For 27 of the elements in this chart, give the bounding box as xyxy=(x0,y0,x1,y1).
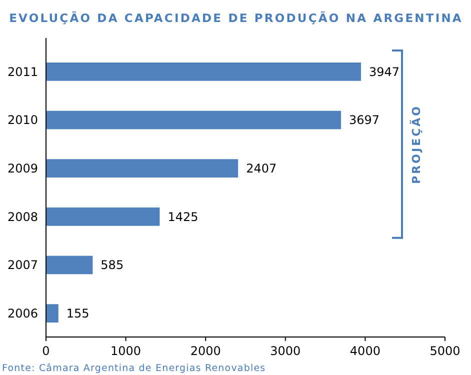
data-label: 3697 xyxy=(349,113,380,128)
data-label: 3947 xyxy=(368,64,400,79)
bar xyxy=(46,207,160,226)
y-tick-label: 2011 xyxy=(7,64,38,79)
data-label: 155 xyxy=(66,306,90,321)
y-tick-label: 2008 xyxy=(7,210,38,224)
data-label: 2407 xyxy=(246,162,277,176)
y-tick-label: 2009 xyxy=(7,162,38,176)
x-tick-label: 4000 xyxy=(350,344,380,358)
y-tick-label: 2006 xyxy=(7,306,38,321)
bar xyxy=(46,304,58,322)
chart-title: EVOLUÇÃO DA CAPACIDADE DE PRODUÇÃO NA ARGENTINA xyxy=(9,11,463,25)
source-note: Fonte: Câmara Argentina de Energias Renovables xyxy=(2,363,266,374)
y-tick-label: 2007 xyxy=(7,258,38,272)
x-tick-label: 0 xyxy=(42,344,50,358)
bar xyxy=(46,256,93,274)
data-label: 585 xyxy=(100,258,124,272)
bar xyxy=(46,62,361,81)
x-tick-label: 5000 xyxy=(430,344,460,358)
x-tick-label: 2000 xyxy=(190,344,221,358)
x-tick-label: 3000 xyxy=(270,344,301,358)
bar xyxy=(46,110,342,130)
x-tick-label: 1000 xyxy=(110,344,142,358)
data-label: 1425 xyxy=(168,210,198,224)
annotation: PROJEÇÃO xyxy=(408,104,423,184)
bar xyxy=(46,159,238,178)
y-tick-label: 2010 xyxy=(7,113,38,128)
